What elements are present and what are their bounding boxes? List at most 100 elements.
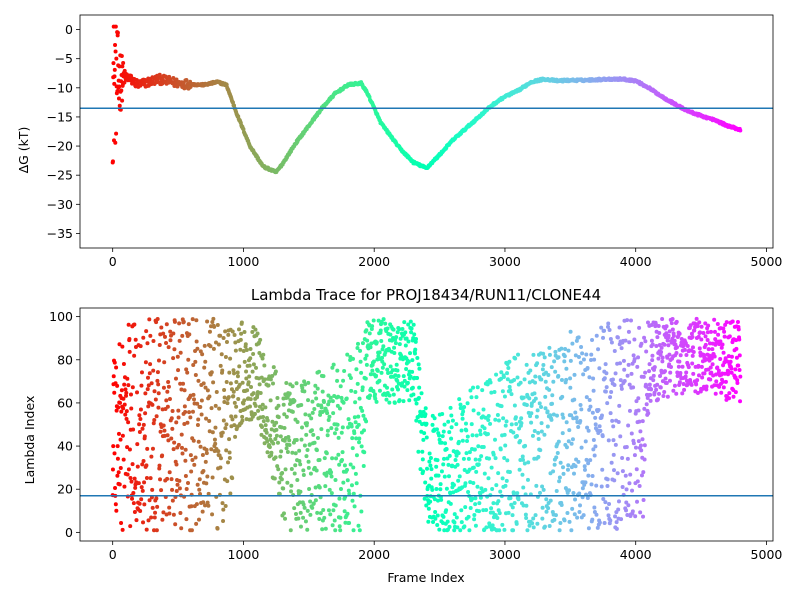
- lambda-point: [478, 432, 483, 437]
- lambda-point: [734, 346, 739, 351]
- lambda-point: [229, 414, 234, 419]
- lambda-point: [233, 348, 238, 353]
- lambda-point: [241, 401, 246, 406]
- lambda-point: [619, 517, 624, 522]
- lambda-point: [228, 356, 233, 361]
- lambda-point: [432, 497, 437, 502]
- lambda-point: [315, 436, 320, 441]
- lambda-point: [412, 351, 417, 356]
- lambda-point: [459, 508, 464, 513]
- lambda-point: [522, 461, 527, 466]
- lambda-point: [414, 401, 419, 406]
- lambda-point: [394, 362, 399, 367]
- lambda-point: [676, 364, 681, 369]
- lambda-point: [405, 380, 410, 385]
- lambda-point: [220, 368, 225, 373]
- lambda-point: [481, 508, 486, 513]
- lambda-point: [340, 425, 345, 430]
- lambda-point: [482, 426, 487, 431]
- lambda-point: [586, 428, 591, 433]
- lambda-point: [298, 489, 303, 494]
- lambda-point: [590, 410, 595, 415]
- lambda-point: [521, 485, 526, 490]
- lambda-point: [224, 380, 229, 385]
- lambda-point: [173, 522, 178, 527]
- lambda-point: [248, 356, 253, 361]
- lambda-point: [293, 451, 298, 456]
- lambda-point: [717, 384, 722, 389]
- lambda-point: [265, 450, 270, 455]
- lambda-point: [421, 469, 426, 474]
- lambda-point: [360, 385, 365, 390]
- lambda-point: [508, 496, 513, 501]
- lambda-point: [231, 394, 236, 399]
- lambda-point: [177, 478, 182, 483]
- lambda-point: [532, 391, 537, 396]
- lambda-point: [288, 528, 293, 533]
- lambda-point: [313, 498, 318, 503]
- lambda-point: [204, 481, 209, 486]
- lambda-point: [200, 452, 205, 457]
- lambda-point: [310, 410, 315, 415]
- lambda-point: [520, 472, 525, 477]
- lambda-point: [591, 447, 596, 452]
- lambda-point: [624, 500, 629, 505]
- dg-y-tick-label: −20: [47, 139, 73, 154]
- lambda-point: [560, 431, 565, 436]
- dg-point: [121, 60, 126, 65]
- lambda-point: [519, 421, 524, 426]
- lambda-point: [573, 410, 578, 415]
- lambda-point: [323, 484, 328, 489]
- lambda-point: [571, 416, 576, 421]
- lambda-point: [213, 403, 218, 408]
- lambda-point: [441, 514, 446, 519]
- lambda-point: [510, 513, 515, 518]
- lambda-point: [139, 370, 144, 375]
- lambda-point: [215, 526, 220, 531]
- lambda-point: [564, 377, 569, 382]
- lambda-point: [735, 319, 740, 324]
- lambda-point: [730, 319, 735, 324]
- lambda-point: [473, 523, 478, 528]
- lambda-point: [479, 454, 484, 459]
- lambda-point: [176, 415, 181, 420]
- lambda-point: [629, 371, 634, 376]
- lambda-point: [390, 387, 395, 392]
- lambda-point: [161, 510, 166, 515]
- lambda-point: [577, 510, 582, 515]
- lambda-point: [376, 353, 381, 358]
- lambda-point: [581, 372, 586, 377]
- lambda-point: [647, 362, 652, 367]
- lambda-point: [471, 465, 476, 470]
- lambda-point: [158, 429, 163, 434]
- lambda-point: [236, 396, 241, 401]
- lambda-point: [701, 330, 706, 335]
- lambda-point: [154, 414, 159, 419]
- dg-point: [117, 103, 122, 108]
- lambda-point: [605, 483, 610, 488]
- lambda-point: [447, 524, 452, 529]
- lambda-point: [127, 349, 132, 354]
- lambda-point: [521, 395, 526, 400]
- lambda-point: [441, 462, 446, 467]
- lambda-point: [249, 385, 254, 390]
- lambda-point: [702, 371, 707, 376]
- lambda-point: [145, 387, 150, 392]
- lambda-y-tick-label: 40: [57, 439, 73, 454]
- lambda-point: [478, 428, 483, 433]
- lambda-point: [310, 505, 315, 510]
- dg-x-tick-label: 5000: [751, 254, 783, 269]
- lambda-point: [232, 332, 237, 337]
- lambda-point: [703, 342, 708, 347]
- lambda-point: [244, 369, 249, 374]
- lambda-point: [648, 392, 653, 397]
- lambda-point: [592, 357, 597, 362]
- lambda-point: [633, 514, 638, 519]
- lambda-point: [459, 520, 464, 525]
- lambda-point: [185, 420, 190, 425]
- lambda-point: [200, 509, 205, 514]
- dg-x-tick-label: 3000: [489, 254, 521, 269]
- lambda-point: [558, 521, 563, 526]
- lambda-point: [406, 359, 411, 364]
- lambda-point: [194, 339, 199, 344]
